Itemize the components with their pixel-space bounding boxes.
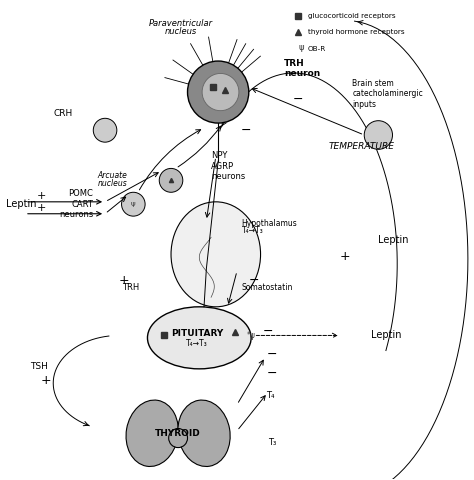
Text: thyroid hormone receptors: thyroid hormone receptors: [308, 29, 404, 36]
Text: +: +: [41, 374, 52, 387]
Text: TRH: TRH: [122, 283, 140, 292]
Text: CRH: CRH: [53, 109, 72, 118]
Text: T₃: T₃: [268, 438, 276, 447]
Text: Leptin: Leptin: [371, 330, 402, 340]
Ellipse shape: [171, 202, 261, 307]
Text: POMC
CART
neurons: POMC CART neurons: [59, 189, 93, 219]
Text: Leptin: Leptin: [378, 235, 409, 245]
Text: +: +: [118, 274, 129, 287]
Text: −: −: [266, 348, 277, 361]
Text: OB-R: OB-R: [308, 46, 326, 52]
Text: Somatostatin: Somatostatin: [242, 283, 293, 292]
Text: Arcuate: Arcuate: [97, 171, 127, 180]
Text: −: −: [266, 367, 277, 380]
Text: T₄→T₃: T₄→T₃: [186, 339, 208, 348]
Text: −: −: [293, 93, 303, 106]
Text: nucleus: nucleus: [164, 27, 197, 36]
Text: Hypothalamus: Hypothalamus: [242, 219, 298, 228]
Text: PITUITARY: PITUITARY: [171, 328, 223, 337]
Circle shape: [202, 73, 239, 111]
Text: Leptin: Leptin: [6, 199, 36, 209]
Text: Brain stem
catecholaminergic
inputs: Brain stem catecholaminergic inputs: [353, 79, 423, 109]
Circle shape: [188, 61, 249, 123]
Ellipse shape: [147, 307, 251, 369]
Text: −: −: [248, 274, 259, 287]
Text: *ψ: *ψ: [246, 331, 255, 340]
Text: THYROID: THYROID: [155, 429, 201, 438]
Text: T₄→T₃: T₄→T₃: [242, 226, 264, 235]
Text: −: −: [241, 124, 252, 137]
Text: TSH: TSH: [30, 362, 48, 371]
Text: T₄: T₄: [266, 391, 275, 399]
Text: +: +: [37, 203, 46, 213]
Text: +: +: [37, 191, 46, 201]
Ellipse shape: [169, 429, 188, 447]
Text: glucocorticoid receptors: glucocorticoid receptors: [308, 12, 395, 19]
Text: nucleus: nucleus: [97, 180, 127, 189]
Text: +: +: [340, 250, 351, 263]
Text: NPY
AGRP
neurons: NPY AGRP neurons: [211, 151, 246, 181]
Circle shape: [364, 120, 392, 149]
Text: TEMPERATURE: TEMPERATURE: [329, 142, 395, 151]
Text: Paraventricular: Paraventricular: [148, 19, 212, 28]
Circle shape: [159, 168, 183, 192]
Text: ψ: ψ: [299, 43, 304, 52]
Text: TRH
neuron: TRH neuron: [284, 59, 320, 78]
Ellipse shape: [178, 400, 230, 467]
Ellipse shape: [126, 400, 178, 467]
Text: ψ: ψ: [131, 201, 136, 207]
Text: −: −: [263, 325, 273, 338]
Circle shape: [93, 118, 117, 142]
Circle shape: [121, 192, 145, 216]
